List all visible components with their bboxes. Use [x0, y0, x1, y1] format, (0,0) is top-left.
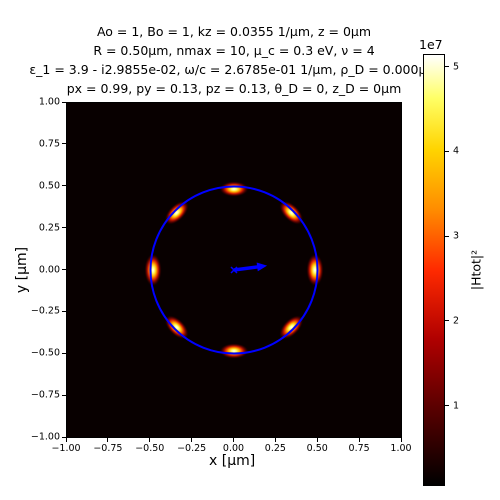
y-tick-label: 0.00: [38, 264, 60, 275]
x-tick-label: 1.00: [390, 443, 412, 454]
colorbar-label: |Htot|²: [468, 249, 484, 291]
y-tick-mark: [62, 436, 66, 438]
y-tick-mark: [62, 352, 66, 354]
y-tick-label: 0.75: [38, 138, 60, 150]
y-tick-mark: [62, 101, 66, 103]
field-lobe: [219, 181, 249, 197]
colorbar-tick-label: 5: [453, 61, 460, 73]
y-tick-label: −0.50: [30, 347, 60, 359]
colorbar-tick-mark: [445, 66, 449, 68]
x-tick-label: −0.50: [135, 443, 165, 454]
x-tick-label: 0.00: [222, 443, 245, 454]
x-tick-label: −0.75: [93, 443, 123, 454]
title-line-2: R = 0.50μm, nmax = 10, μ_c = 0.3 eV, ν =…: [93, 43, 375, 58]
y-tick-label: 0.50: [38, 180, 60, 192]
x-tick-label: 0.50: [306, 443, 328, 454]
x-axis-label: x [μm]: [209, 453, 256, 469]
x-tick-mark: [274, 438, 276, 442]
colorbar-exponent: 1e7: [419, 37, 443, 52]
y-tick-label: −0.75: [30, 389, 60, 401]
colorbar-tick-mark: [445, 150, 449, 152]
field-lobes: [144, 181, 324, 359]
x-tick-label: −1.00: [51, 443, 81, 454]
y-tick-mark: [62, 143, 66, 145]
y-tick-mark: [62, 185, 66, 187]
field-lobe: [164, 200, 189, 225]
field-lobe: [306, 253, 324, 287]
x-tick-label: 0.75: [348, 443, 370, 454]
x-tick-mark: [65, 438, 67, 442]
dipole-arrow-shaft: [233, 264, 260, 272]
x-tick-mark: [400, 438, 402, 442]
y-tick-label: 0.25: [38, 222, 60, 234]
cylinder-boundary-circle: [149, 185, 319, 355]
y-tick-label: 1.00: [38, 96, 60, 108]
field-lobe: [219, 343, 249, 359]
x-tick-mark: [107, 438, 109, 442]
field-lobe: [144, 253, 162, 287]
field-lobe: [164, 315, 189, 340]
x-tick-label: −0.25: [177, 443, 207, 454]
field-lobe: [279, 315, 304, 340]
x-tick-mark: [191, 438, 193, 442]
title-line-3: ε_1 = 3.9 - i2.9855e-02, ω/c = 2.6785e-0…: [29, 62, 439, 77]
field-lobe: [279, 200, 304, 225]
x-tick-mark: [358, 438, 360, 442]
dipole-marker: [230, 262, 268, 274]
colorbar-tick-label: 3: [453, 230, 460, 242]
y-tick-label: −1.00: [30, 431, 60, 443]
dipole-position-marker: [230, 266, 238, 274]
y-tick-mark: [62, 269, 66, 270]
title-line-1: Ao = 1, Bo = 1, kz = 0.0355 1/μm, z = 0μ…: [96, 24, 372, 39]
y-tick-mark: [62, 310, 66, 312]
x-tick-mark: [149, 438, 151, 442]
dipole-arrow-head: [256, 262, 268, 272]
x-tick-mark: [233, 438, 234, 442]
colorbar-tick-mark: [445, 405, 449, 407]
y-tick-mark: [62, 394, 66, 396]
x-tick-mark: [316, 438, 318, 442]
heatmap-plot-area: [66, 102, 402, 438]
heatmap-svg: [67, 103, 401, 437]
colorbar-tick-mark: [445, 235, 449, 237]
x-tick-label: 0.25: [264, 443, 286, 454]
colorbar-tick-mark: [445, 320, 449, 322]
colorbar-tick-label: 2: [453, 315, 460, 327]
y-tick-mark: [62, 227, 66, 229]
colorbar: [423, 54, 445, 486]
y-axis-label: y [μm]: [14, 246, 30, 294]
y-tick-label: −0.25: [30, 305, 60, 317]
title-line-4: px = 0.99, py = 0.13, pz = 0.13, θ_D = 0…: [66, 81, 402, 96]
colorbar-tick-label: 4: [453, 145, 460, 157]
colorbar-tick-label: 1: [453, 400, 460, 412]
